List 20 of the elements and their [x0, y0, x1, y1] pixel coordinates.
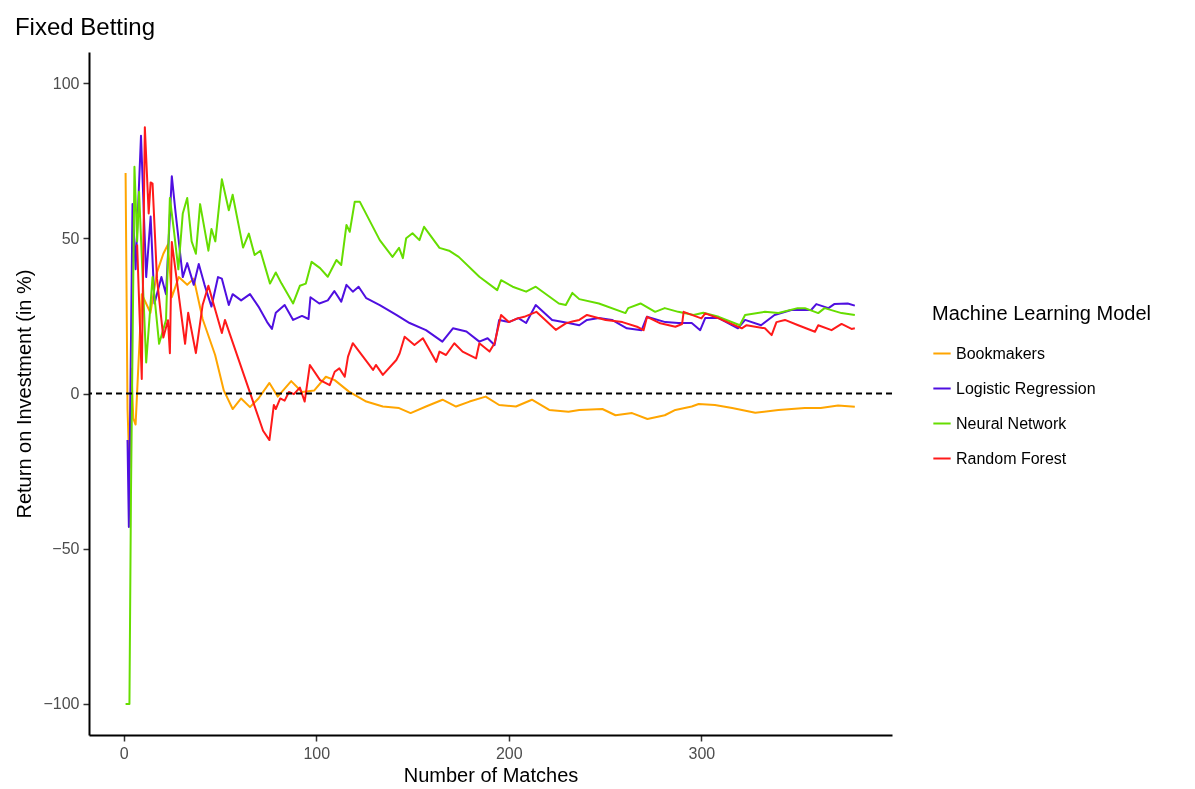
chart-title: Fixed Betting: [14, 13, 156, 40]
x-tick-label: 0: [119, 744, 129, 762]
line-series: [126, 134, 856, 528]
y-tick-label: 50: [61, 229, 80, 247]
x-tick-label: 300: [688, 744, 716, 762]
y-tick-label: 100: [52, 74, 80, 92]
legend-label: Bookmakers: [956, 344, 1045, 362]
legend-title: Machine Learning Model: [932, 301, 1152, 324]
y-tick-label: 0: [70, 385, 80, 402]
y-axis-title: Return on Investment (in %): [13, 269, 36, 519]
x-axis-title: Number of Matches: [403, 763, 579, 786]
legend-label: Logistic Regression: [956, 379, 1096, 397]
legend-label: Random Forest: [956, 449, 1067, 467]
y-tick-label: −100: [43, 695, 80, 713]
x-tick-label: 100: [303, 744, 331, 762]
y-tick-label: −50: [52, 540, 80, 558]
line-series: [136, 126, 856, 442]
legend-label: Neural Network: [956, 414, 1068, 432]
line-series: [124, 165, 856, 705]
x-tick-label: 200: [495, 744, 523, 762]
